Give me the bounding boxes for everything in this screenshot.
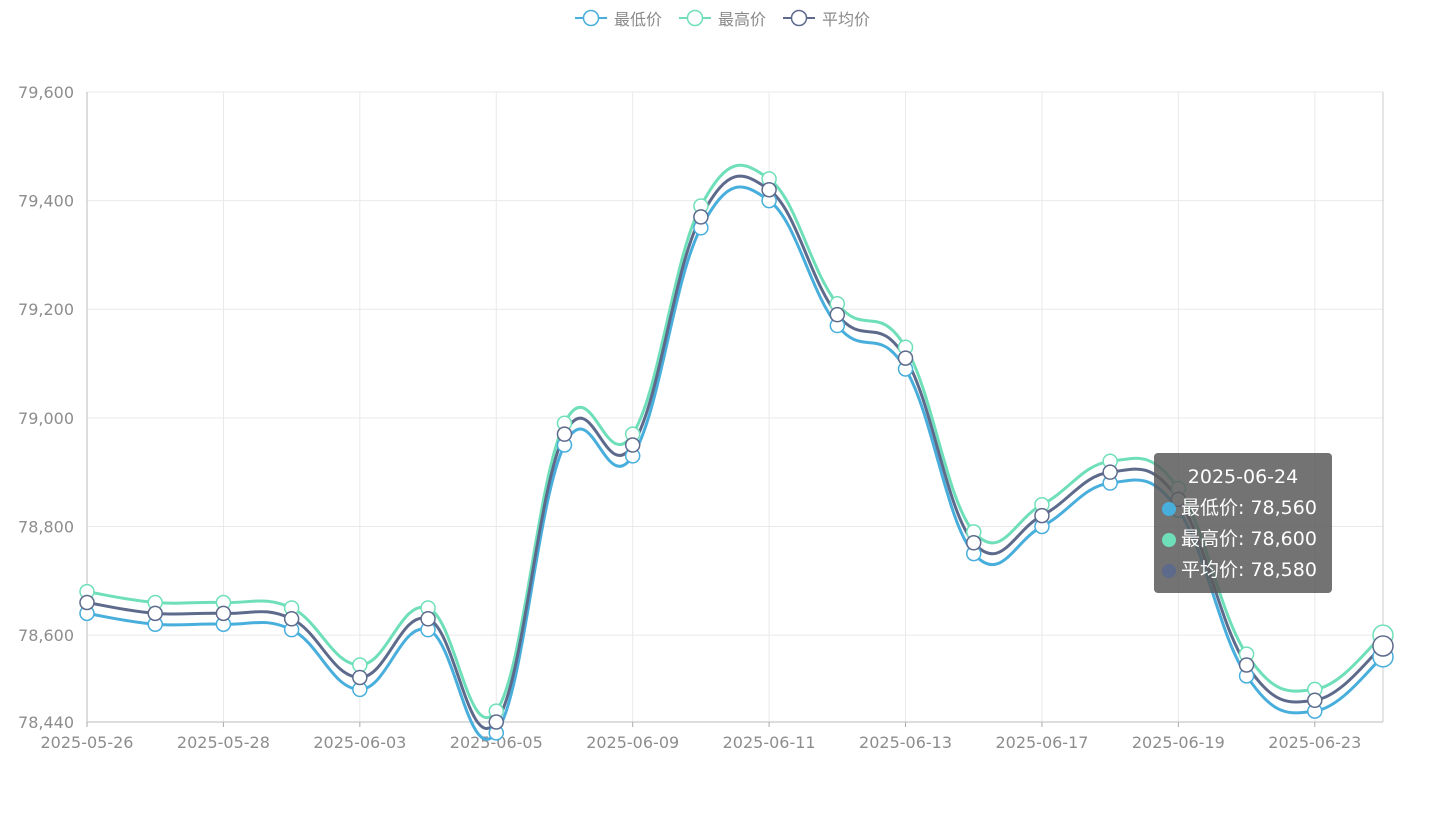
y-tick-label: 79,000 [18, 409, 74, 428]
tooltip-label-avg: 平均价: 78,580 [1181, 559, 1317, 581]
x-tick-label: 2025-05-26 [41, 733, 134, 752]
series-avg-point [1102, 464, 1118, 480]
chart-tooltip: 2025-06-24 最低价: 78,560 最高价: 78,600 平均价: … [1154, 453, 1332, 593]
tooltip-row-high: 最高价: 78,600 [1162, 524, 1324, 555]
x-tick-label: 2025-06-17 [995, 733, 1088, 752]
x-tick-label: 2025-06-23 [1268, 733, 1361, 752]
series-avg-point [761, 182, 777, 198]
y-tick-label: 79,200 [18, 300, 74, 319]
series-avg-point [488, 714, 505, 730]
series-avg-point [147, 605, 163, 622]
y-tick-label: 78,440 [18, 713, 74, 732]
tooltip-dot-avg [1162, 563, 1176, 578]
y-tick-label: 79,600 [18, 83, 74, 102]
x-tick-label: 2025-06-05 [450, 733, 543, 752]
y-tick-label: 79,400 [18, 192, 74, 211]
x-tick-label: 2025-06-19 [1132, 733, 1225, 752]
legend-item-high[interactable]: 最高价 [678, 6, 766, 30]
series-avg-point [283, 611, 300, 627]
legend-item-low[interactable]: 最低价 [574, 6, 662, 30]
series-avg-point [1372, 635, 1394, 657]
y-tick-label: 78,600 [18, 626, 74, 645]
legend-label: 平均价 [822, 10, 871, 29]
y-tick-label: 78,800 [18, 517, 74, 536]
series-avg-point [1238, 657, 1255, 673]
series-avg-point [352, 669, 368, 686]
series-avg-point [1034, 507, 1050, 524]
legend-symbol-icon [574, 9, 607, 27]
tooltip-dot-high [1162, 532, 1176, 547]
tooltip-row-low: 最低价: 78,560 [1162, 493, 1324, 524]
x-tick-label: 2025-06-09 [586, 733, 679, 752]
series-avg-point [556, 426, 573, 442]
tooltip-dot-low [1162, 501, 1176, 516]
series-avg-point [693, 209, 709, 225]
tooltip-label-high: 最高价: 78,600 [1181, 528, 1317, 550]
tooltip-label-low: 最低价: 78,560 [1181, 497, 1317, 519]
legend-symbol-icon [678, 9, 711, 27]
legend-label: 最低价 [613, 10, 662, 29]
x-tick-label: 2025-06-11 [723, 733, 816, 752]
tooltip-title: 2025-06-24 [1187, 466, 1299, 488]
x-tick-label: 2025-05-28 [177, 733, 270, 752]
legend-label: 最高价 [717, 10, 766, 29]
x-tick-label: 2025-06-13 [859, 733, 952, 752]
x-tick-label: 2025-06-03 [313, 733, 406, 752]
series-avg-point [624, 437, 641, 453]
legend-item-avg[interactable]: 平均价 [782, 6, 870, 30]
tooltip-row-avg: 平均价: 78,580 [1162, 555, 1324, 586]
series-avg-point [829, 306, 846, 323]
series-avg-point [897, 350, 914, 366]
series-avg-point [215, 605, 232, 622]
series-avg-point [420, 611, 436, 627]
legend-symbol-icon [783, 9, 815, 27]
series-avg-point [1307, 692, 1323, 709]
series-avg-point [79, 594, 95, 611]
series-avg-point [965, 535, 982, 551]
chart-legend: 最低价 最高价 平均价 [0, 4, 1444, 32]
